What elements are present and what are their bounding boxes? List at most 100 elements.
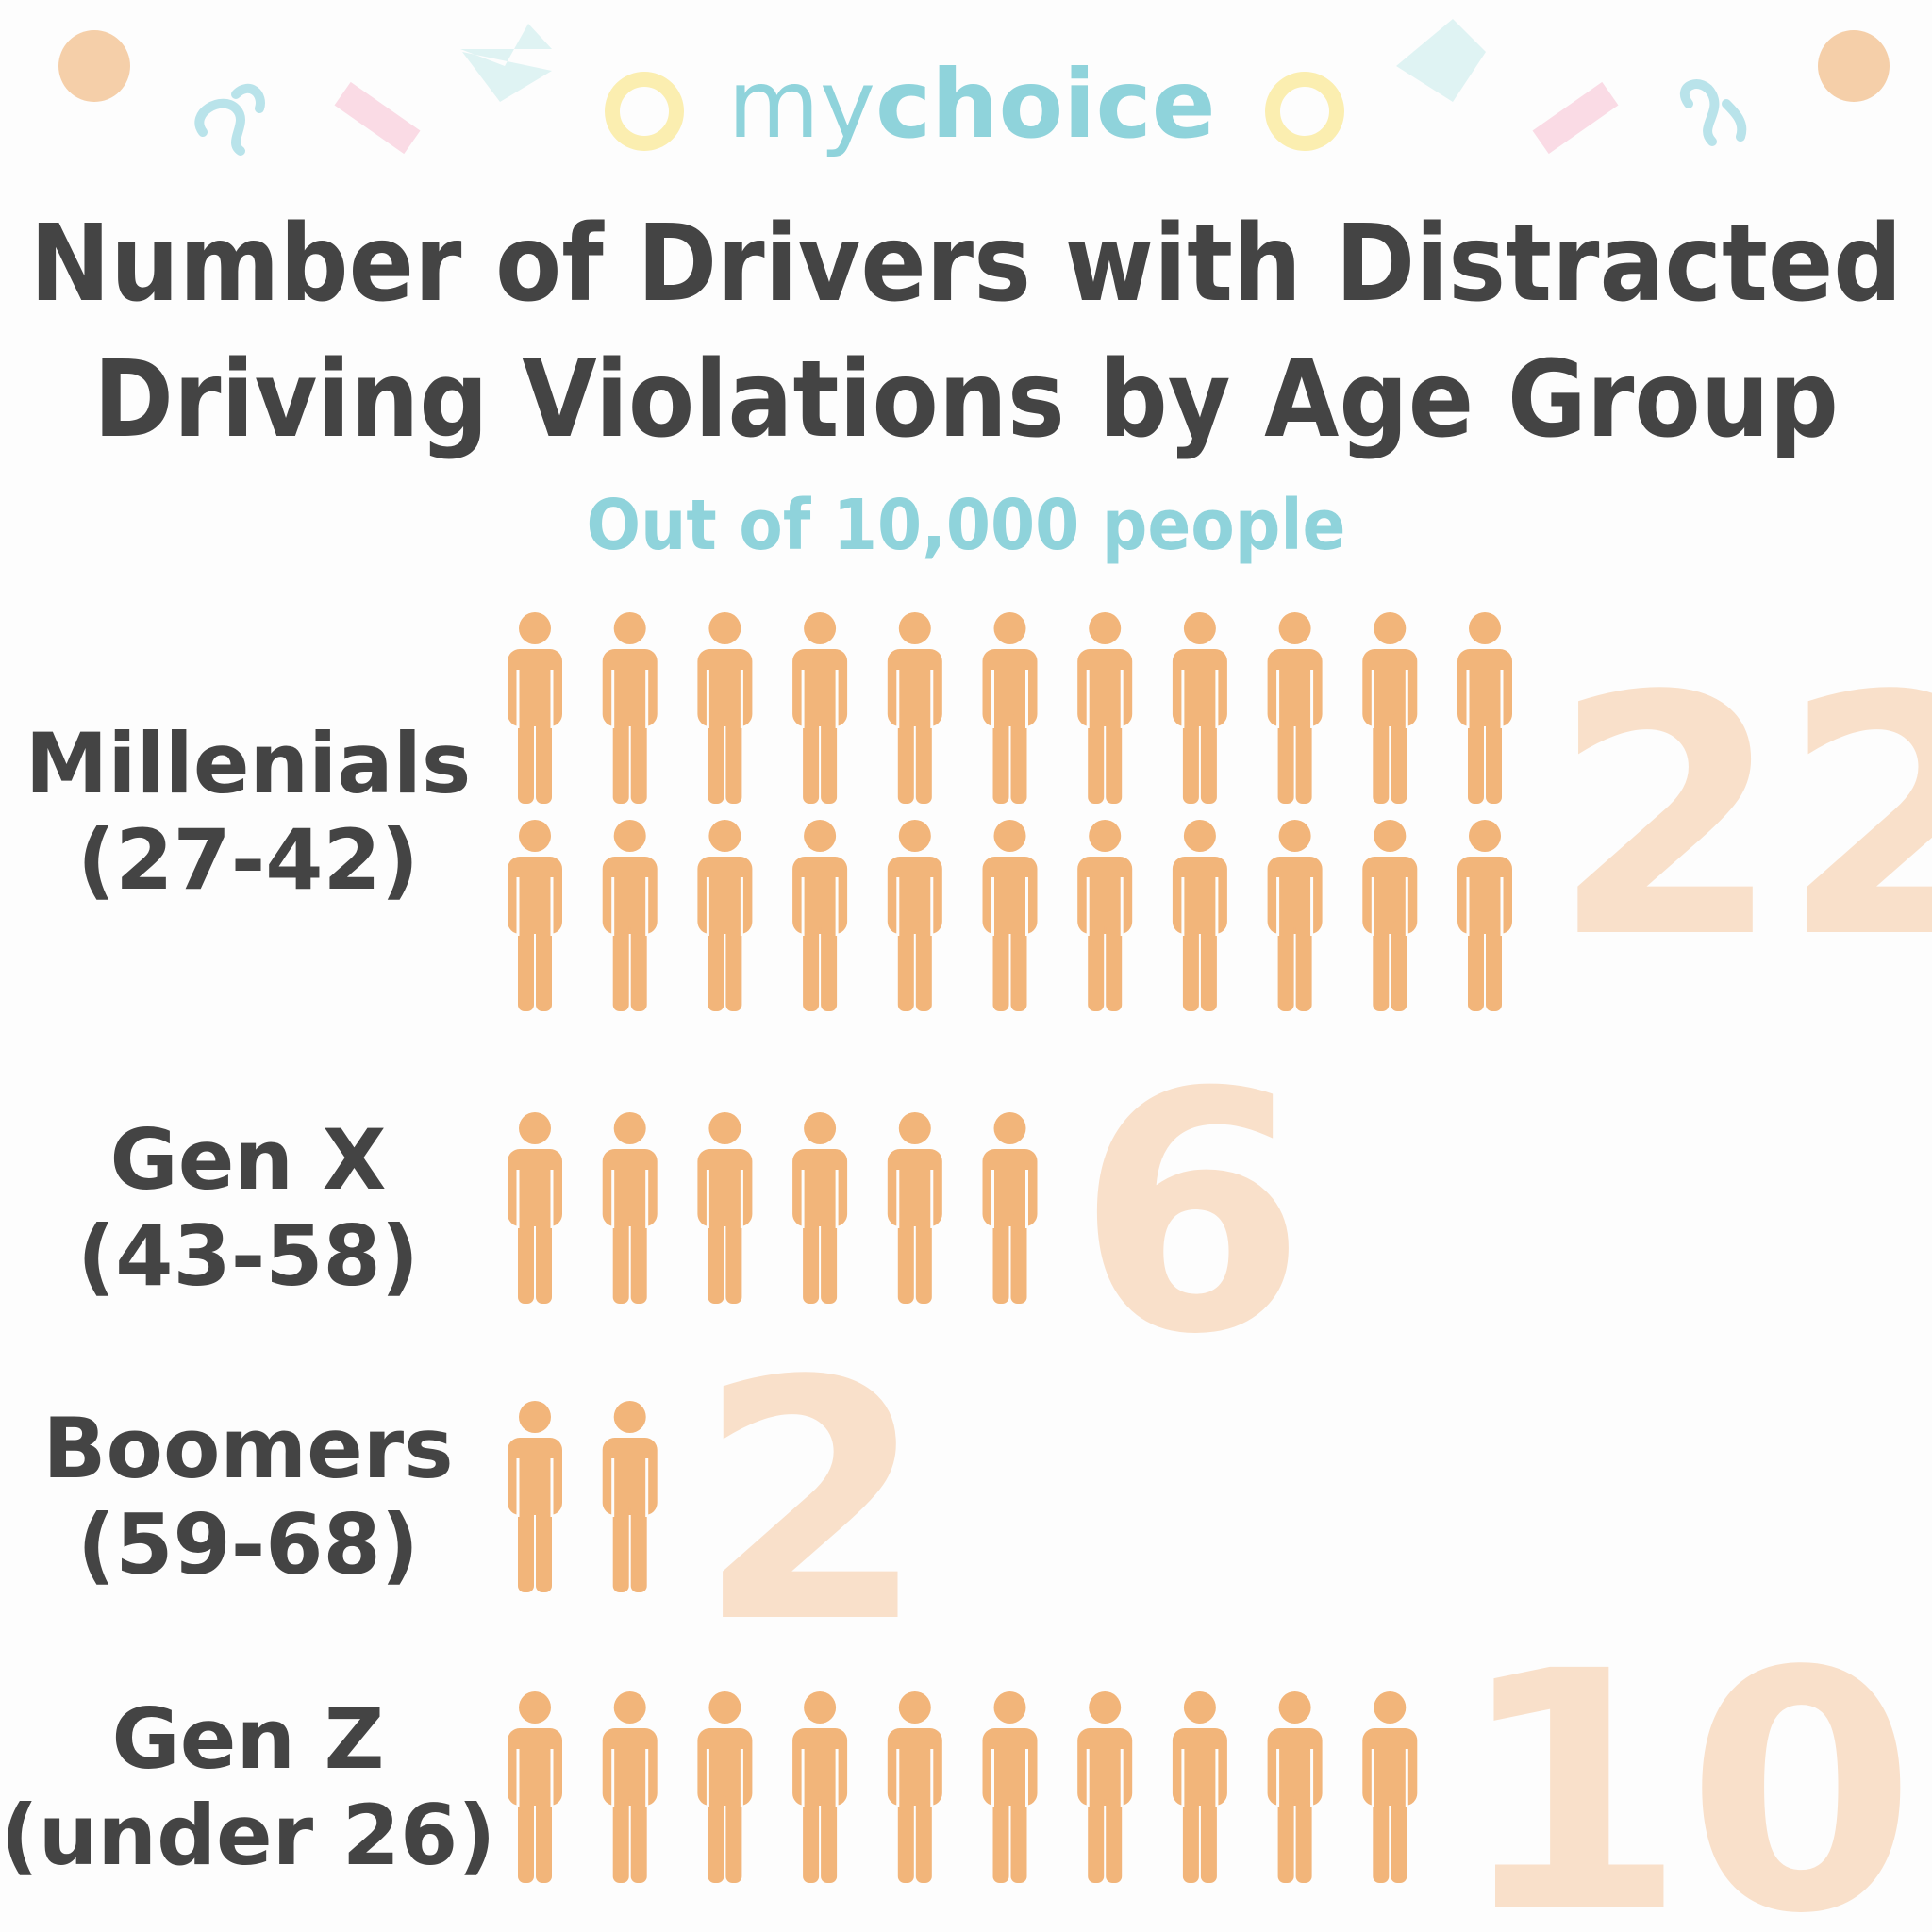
icon-torso [602,1149,658,1226]
icon-head [613,612,646,644]
icon-torso [1457,649,1512,726]
logo-my: my [727,49,875,159]
person-icon [508,820,562,1011]
person-icon [887,1691,942,1883]
icon-head [613,1401,646,1433]
icon-torso [1362,857,1418,934]
icon-torso [1362,649,1418,726]
person-icon [602,612,658,804]
person-icon [1172,612,1227,804]
icon-torso [508,857,562,934]
decorations [58,19,1890,156]
icon-leg [612,1213,629,1304]
icon-leg [1088,713,1105,804]
icon-torso [602,857,658,934]
icon-leg [518,921,534,1011]
icon-torso [887,1149,942,1226]
person-icon [982,1691,1038,1883]
icon-leg [518,1792,534,1883]
person-icon [1172,1691,1227,1883]
icon-torso [1172,857,1227,934]
icon-head [613,1112,646,1144]
icon-torso [602,1438,658,1515]
icon-head [519,1691,551,1724]
icon-torso [508,649,562,726]
icon-leg [1200,713,1217,804]
value-label: 2 [696,1310,926,1695]
icon-torso [697,1728,753,1806]
icon-head [1374,1691,1407,1724]
chart-subtitle: Out of 10,000 people [587,485,1346,566]
icon-head [898,1691,931,1724]
icon-head [804,1691,837,1724]
value-label: 6 [1076,1022,1307,1407]
icon-leg [725,1792,742,1883]
icon-leg [821,1792,838,1883]
icon-head [613,1691,646,1724]
icon-head [708,612,741,644]
icon-torso [982,649,1038,726]
icon-leg [725,1213,742,1304]
icon-head [519,820,551,852]
icon-head [1183,612,1216,644]
icon-head [804,820,837,852]
icon-torso [982,1149,1038,1226]
icon-torso [1267,1728,1323,1806]
icon-head [1469,612,1501,644]
logo-choice: choice [875,49,1216,159]
icon-head [1469,820,1501,852]
person-icon [1362,1691,1418,1883]
icon-leg [992,1213,1009,1304]
icon-leg [803,1792,820,1883]
person-icon [697,612,753,804]
icon-leg [915,1792,932,1883]
person-icon [792,1691,848,1883]
icon-leg [518,1213,534,1304]
icon-leg [992,713,1009,804]
icon-leg [708,1792,724,1883]
person-icon [602,820,658,1011]
icon-leg [1391,713,1407,804]
person-icon [887,820,942,1011]
icon-head [898,1112,931,1144]
icon-leg [915,1213,932,1304]
person-icon [508,1401,562,1592]
icon-head [804,612,837,644]
person-icon [602,1401,658,1592]
icon-torso [1362,1728,1418,1806]
dot [1818,30,1890,102]
icon-leg [897,713,914,804]
icon-torso [697,857,753,934]
icon-torso [508,1728,562,1806]
icon-leg [612,713,629,804]
icon-head [993,1691,1026,1724]
icon-head [993,612,1026,644]
icon-head [1183,1691,1216,1724]
icon-leg [1468,921,1484,1011]
icon-leg [630,921,647,1011]
icon-torso [1077,649,1133,726]
icon-head [1374,612,1407,644]
icon-leg [1373,921,1390,1011]
icon-head [1278,820,1311,852]
crown [1396,19,1486,102]
icon-torso [1267,857,1323,934]
value-label: 10 [1457,1601,1916,1932]
icon-torso [602,1728,658,1806]
icon-torso [1077,857,1133,934]
icon-leg [1295,921,1312,1011]
icon-head [708,1112,741,1144]
icon-leg [1088,1792,1105,1883]
person-icon [602,1112,658,1304]
icon-torso [1267,649,1323,726]
icon-leg [612,1792,629,1883]
category-label: Gen X [109,1111,386,1208]
icon-leg [518,1502,534,1592]
icon-leg [1373,713,1390,804]
icon-leg [992,921,1009,1011]
person-icon [508,1691,562,1883]
person-icon [1362,612,1418,804]
icon-torso [697,649,753,726]
icon-leg [630,713,647,804]
icon-leg [1277,1792,1294,1883]
